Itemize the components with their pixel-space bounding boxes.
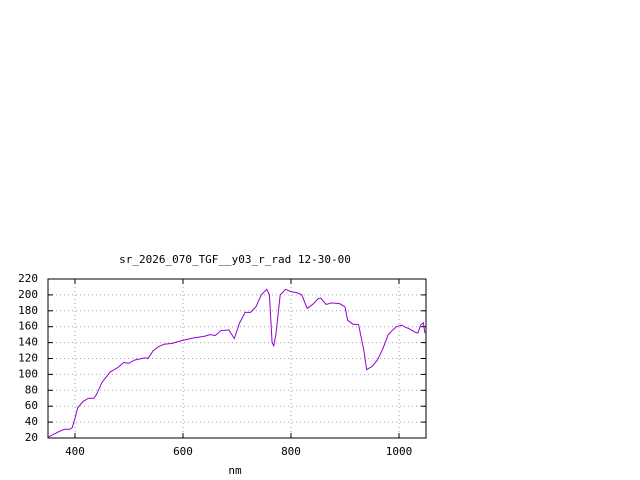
y-tick-label: 120 — [18, 352, 38, 365]
y-tick-label: 60 — [25, 399, 38, 412]
x-tick-label: 800 — [281, 445, 301, 458]
chart-title: sr_2026_070_TGF__y03_r_rad 12-30-00 — [119, 253, 351, 266]
y-tick-label: 200 — [18, 288, 38, 301]
y-tick-label: 220 — [18, 272, 38, 285]
x-axis-label: nm — [228, 464, 242, 477]
plot-frame — [47, 278, 427, 439]
y-tick-label: 160 — [18, 320, 38, 333]
y-tick-label: 40 — [25, 415, 38, 428]
x-tick-label: 1000 — [386, 445, 413, 458]
y-tick-label: 100 — [18, 367, 38, 380]
y-tick-label: 140 — [18, 336, 38, 349]
y-tick-label: 180 — [18, 304, 38, 317]
y-tick-label: 20 — [25, 431, 38, 444]
data-line — [47, 288, 426, 438]
x-tick-label: 600 — [173, 445, 193, 458]
x-tick-label: 400 — [65, 445, 85, 458]
y-tick-label: 80 — [25, 383, 38, 396]
